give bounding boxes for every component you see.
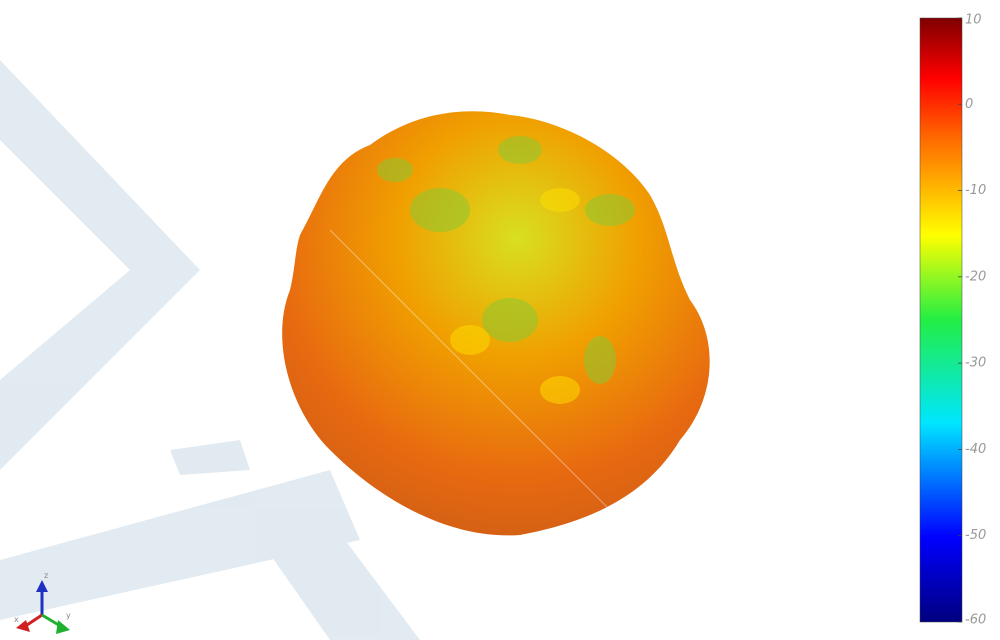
- watermark: [0, 60, 420, 640]
- axis-label: y: [66, 611, 71, 620]
- colorbar-tick-label: -60: [965, 613, 986, 628]
- axis-label: z: [44, 571, 48, 580]
- radiation-pattern: [282, 111, 710, 536]
- colorbar-tick-label: -20: [965, 269, 986, 284]
- axis-label: x: [14, 615, 19, 624]
- colorbar-tick-label: -40: [965, 442, 986, 457]
- colorbar-tick-label: -10: [965, 183, 986, 198]
- colorbar-tick-label: 0: [965, 97, 973, 112]
- colorbar-tick-label: -30: [965, 356, 986, 371]
- colorbar-tick-label: 10: [965, 13, 982, 28]
- colorbar-tick-label: -50: [965, 528, 986, 543]
- colorbar: [919, 17, 963, 623]
- axes-triad: [16, 580, 70, 634]
